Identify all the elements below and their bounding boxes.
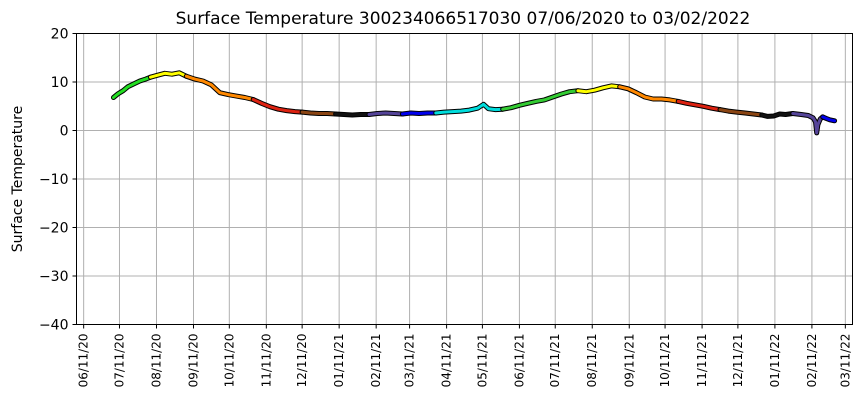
x-tick-label: 06/11/21 xyxy=(512,334,526,388)
y-tick-label: 0 xyxy=(60,124,69,140)
y-tick-label: 20 xyxy=(51,27,69,43)
x-tick-label: 02/11/21 xyxy=(369,334,383,388)
series-segment-6 xyxy=(367,111,404,116)
x-tick-label: 10/11/21 xyxy=(658,334,672,388)
x-tick-label: 11/11/20 xyxy=(259,334,273,388)
x-tick-label: 02/11/22 xyxy=(805,334,819,388)
series-segment-0 xyxy=(112,75,152,99)
series-segment-8 xyxy=(434,102,505,115)
series-segment-3 xyxy=(251,98,304,114)
x-tick-label: 08/11/20 xyxy=(149,334,163,388)
x-tick-label: 11/11/21 xyxy=(695,334,709,388)
series-segment-15 xyxy=(791,112,825,135)
x-tick-label: 09/11/21 xyxy=(622,334,636,388)
y-axis: 20 10 0 −10 −20 −30 −40 xyxy=(39,27,77,334)
series-segment-4 xyxy=(300,110,338,116)
x-tick-label: 03/11/21 xyxy=(403,334,417,388)
x-tick-label: 10/11/20 xyxy=(222,334,236,388)
series-segment-10 xyxy=(576,84,622,94)
x-tick-label: 06/11/20 xyxy=(77,334,91,388)
y-tick-label: −30 xyxy=(39,269,69,285)
chart-title: Surface Temperature 300234066517030 07/0… xyxy=(176,9,751,29)
series-segment-2 xyxy=(184,74,255,101)
series-segment-12 xyxy=(676,99,722,112)
series-segment-13 xyxy=(718,108,764,117)
series-segment-9 xyxy=(501,89,580,111)
grid xyxy=(76,33,853,325)
series-segment-11 xyxy=(618,85,680,103)
series-segment-16 xyxy=(821,115,837,123)
y-tick-label: 10 xyxy=(51,75,69,91)
x-axis: 06/11/20 07/11/20 08/11/20 09/11/20 10/11/20… xyxy=(77,324,852,388)
series-segment-5 xyxy=(334,112,371,117)
x-tick-label: 01/11/22 xyxy=(768,334,782,388)
x-tick-label: 05/11/21 xyxy=(475,334,489,388)
y-tick-label: −10 xyxy=(39,172,69,188)
x-tick-label: 09/11/20 xyxy=(186,334,200,388)
series-segment-7 xyxy=(400,111,438,116)
x-tick-label: 07/11/20 xyxy=(112,334,126,388)
series-segment-1 xyxy=(149,71,188,79)
x-tick-label: 12/11/21 xyxy=(731,334,745,388)
x-tick-label: 07/11/21 xyxy=(548,334,562,388)
x-tick-label: 04/11/21 xyxy=(440,334,454,388)
x-tick-label: 01/11/21 xyxy=(332,334,346,388)
series-segment-14 xyxy=(760,112,795,118)
y-tick-label: −40 xyxy=(39,318,69,334)
y-tick-label: −20 xyxy=(39,221,69,237)
x-tick-label: 03/11/22 xyxy=(838,334,852,388)
x-tick-label: 08/11/21 xyxy=(585,334,599,388)
y-axis-label: Surface Temperature xyxy=(10,106,26,252)
x-tick-label: 12/11/20 xyxy=(295,334,309,388)
series xyxy=(111,70,838,136)
